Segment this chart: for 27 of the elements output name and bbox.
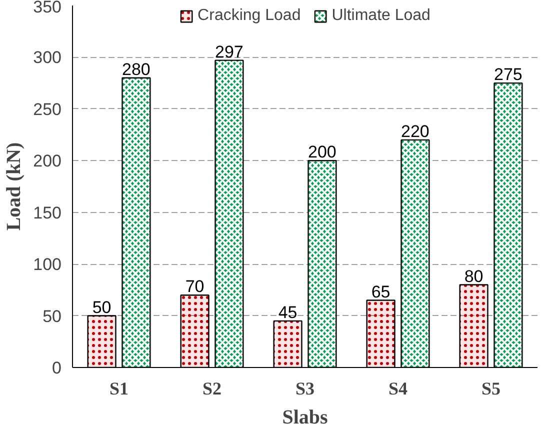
legend-label: Cracking Load xyxy=(198,7,301,25)
x-tick-label: S3 xyxy=(295,378,315,398)
data-label: 80 xyxy=(464,266,484,286)
data-label: 65 xyxy=(371,282,390,302)
data-label: 50 xyxy=(92,298,112,317)
data-label: 220 xyxy=(401,122,430,141)
y-tick-label: 300 xyxy=(33,48,62,68)
y-tick-label: 50 xyxy=(42,306,62,326)
y-tick-label: 350 xyxy=(33,0,62,16)
y-tick-label: 200 xyxy=(33,152,62,171)
data-label: 45 xyxy=(278,302,298,322)
data-label: 200 xyxy=(308,142,336,162)
y-tick-label: 100 xyxy=(33,255,62,274)
y-axis-title: Load (kN) xyxy=(3,142,26,231)
data-label: 280 xyxy=(122,60,150,79)
data-label: 275 xyxy=(494,65,522,84)
legend-label: Ultimate Load xyxy=(332,7,430,25)
x-tick-label: S2 xyxy=(202,378,222,398)
y-tick-label: 150 xyxy=(33,203,62,222)
y-tick-label: 0 xyxy=(52,358,62,378)
y-tick-label: 250 xyxy=(33,100,62,119)
x-tick-label: S4 xyxy=(388,378,408,398)
x-tick-label: S5 xyxy=(481,378,501,398)
x-axis-title: Slabs xyxy=(282,406,328,428)
data-label: 70 xyxy=(185,277,204,296)
x-tick-label: S1 xyxy=(109,378,129,398)
data-label: 297 xyxy=(215,42,244,62)
